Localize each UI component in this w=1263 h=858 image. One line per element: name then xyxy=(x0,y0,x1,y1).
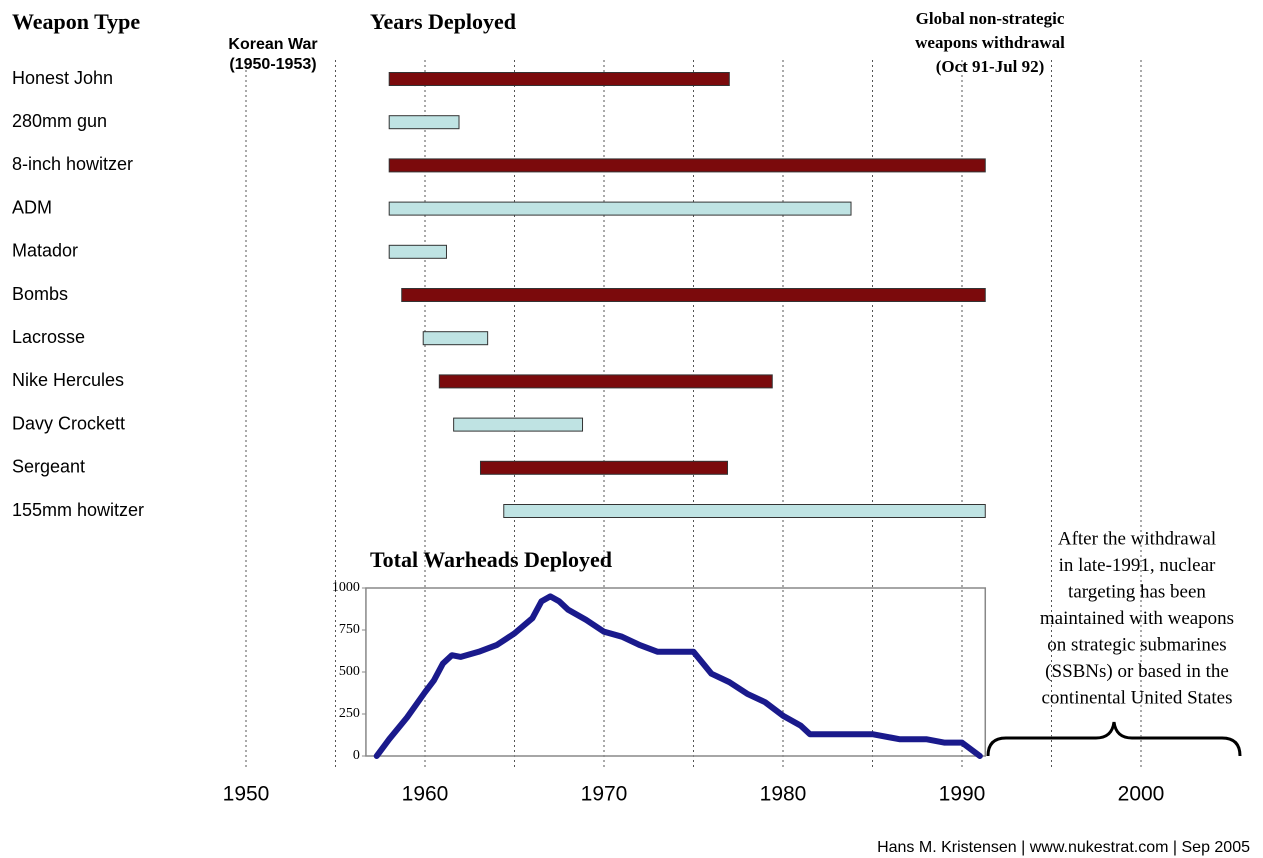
chart-title: Years Deployed xyxy=(370,9,516,34)
category-label: ADM xyxy=(12,197,52,217)
plot-frame xyxy=(365,587,987,757)
y-tick-label: 250 xyxy=(339,706,360,721)
x-tick-label: 2000 xyxy=(1118,783,1165,806)
bar xyxy=(422,331,489,346)
bar xyxy=(388,244,447,259)
x-tick-label: 1990 xyxy=(939,783,986,806)
source: Hans M. Kristensen | www.nukestrat.com |… xyxy=(877,839,1250,856)
annotation: (1950-1953) xyxy=(229,56,316,73)
y-tick-label: 500 xyxy=(339,664,360,679)
bar xyxy=(388,201,852,216)
brace xyxy=(986,721,1242,757)
annotation: After the withdrawal xyxy=(1058,528,1216,549)
category-label: Sergeant xyxy=(12,457,85,477)
category-label: Matador xyxy=(12,241,78,261)
bar xyxy=(503,504,986,518)
annotation: weapons withdrawal xyxy=(915,33,1065,52)
annotation: targeting has been xyxy=(1068,581,1206,602)
y-tick-label: 0 xyxy=(353,748,360,763)
category-label: Bombs xyxy=(12,284,68,304)
bar xyxy=(388,72,730,86)
bar xyxy=(438,374,773,389)
category-label: Davy Crockett xyxy=(12,413,125,433)
annotation: Global non-strategic xyxy=(916,9,1065,28)
x-tick-label: 1950 xyxy=(223,783,270,806)
bar xyxy=(479,460,729,475)
bar xyxy=(388,158,986,173)
x-tick-label: 1980 xyxy=(760,783,807,806)
bar xyxy=(401,288,986,302)
annotation: in late-1991, nuclear xyxy=(1059,555,1216,576)
category-title: Weapon Type xyxy=(12,9,140,34)
category-label: Honest John xyxy=(12,68,113,88)
category-label: 8-inch howitzer xyxy=(12,154,133,174)
annotation: (Oct 91-Jul 92) xyxy=(936,57,1045,76)
annotation: continental United States xyxy=(1041,687,1232,708)
x-tick-label: 1960 xyxy=(402,783,449,806)
bar xyxy=(388,115,460,130)
line xyxy=(373,593,983,759)
annotation: maintained with weapons xyxy=(1040,608,1234,629)
x-tick-label: 1970 xyxy=(581,783,628,806)
y-tick-label: 1000 xyxy=(332,580,360,595)
annotation: on strategic submarines xyxy=(1047,634,1226,655)
category-label: Lacrosse xyxy=(12,327,85,347)
annotation: (SSBNs) or based in the xyxy=(1045,661,1229,682)
line-chart-title: Total Warheads Deployed xyxy=(370,547,612,572)
category-label: Nike Hercules xyxy=(12,370,124,390)
y-tick-label: 750 xyxy=(339,622,360,637)
bar xyxy=(453,417,584,432)
category-label: 155mm howitzer xyxy=(12,500,144,520)
category-label: 280mm gun xyxy=(12,111,107,131)
annotation: Korean War xyxy=(228,36,317,53)
